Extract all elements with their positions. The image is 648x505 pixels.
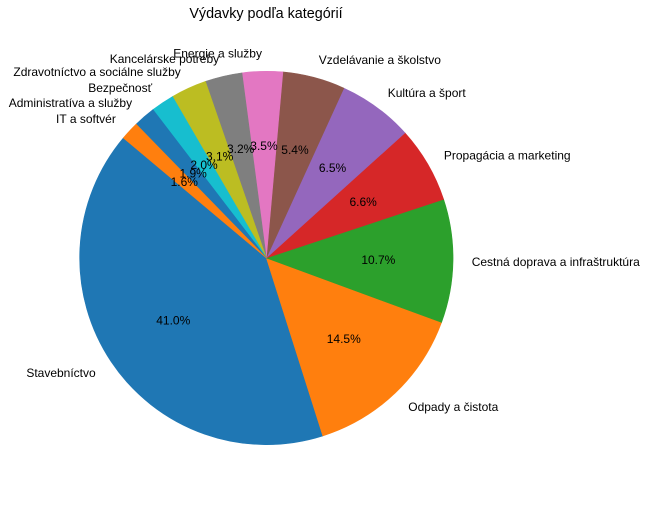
svg-text:Vzdelávanie a školstvo: Vzdelávanie a školstvo (319, 53, 441, 67)
svg-text:14.5%: 14.5% (327, 332, 361, 346)
svg-text:3.2%: 3.2% (227, 142, 255, 156)
svg-text:IT a softvér: IT a softvér (56, 112, 116, 126)
svg-text:Výdavky podľa kategórií: Výdavky podľa kategórií (189, 6, 342, 22)
svg-text:Kancelárske potreby: Kancelárske potreby (110, 52, 219, 66)
svg-text:10.7%: 10.7% (361, 253, 395, 267)
svg-text:Energie a služby: Energie a služby (173, 46, 262, 60)
svg-text:Kultúra a šport: Kultúra a šport (388, 86, 467, 100)
svg-text:Cestná doprava a infraštruktúr: Cestná doprava a infraštruktúra (472, 255, 640, 269)
svg-text:Stavebníctvo: Stavebníctvo (26, 366, 96, 380)
svg-text:3.5%: 3.5% (250, 139, 278, 153)
svg-text:5.4%: 5.4% (281, 143, 309, 157)
svg-text:6.5%: 6.5% (319, 161, 347, 175)
svg-text:6.6%: 6.6% (349, 195, 377, 209)
svg-text:3.1%: 3.1% (206, 149, 234, 163)
svg-text:Bezpečnosť: Bezpečnosť (88, 81, 152, 95)
svg-text:Administratíva a služby: Administratíva a služby (9, 96, 132, 110)
svg-text:Zdravotníctvo a sociálne služb: Zdravotníctvo a sociálne služby (13, 65, 180, 79)
svg-text:1.9%: 1.9% (179, 166, 207, 180)
svg-text:1.6%: 1.6% (171, 175, 199, 189)
svg-text:2.0%: 2.0% (190, 158, 218, 172)
svg-text:Odpady a čistota: Odpady a čistota (408, 400, 498, 414)
svg-text:Propagácia a marketing: Propagácia a marketing (444, 148, 571, 162)
svg-text:41.0%: 41.0% (156, 313, 190, 327)
